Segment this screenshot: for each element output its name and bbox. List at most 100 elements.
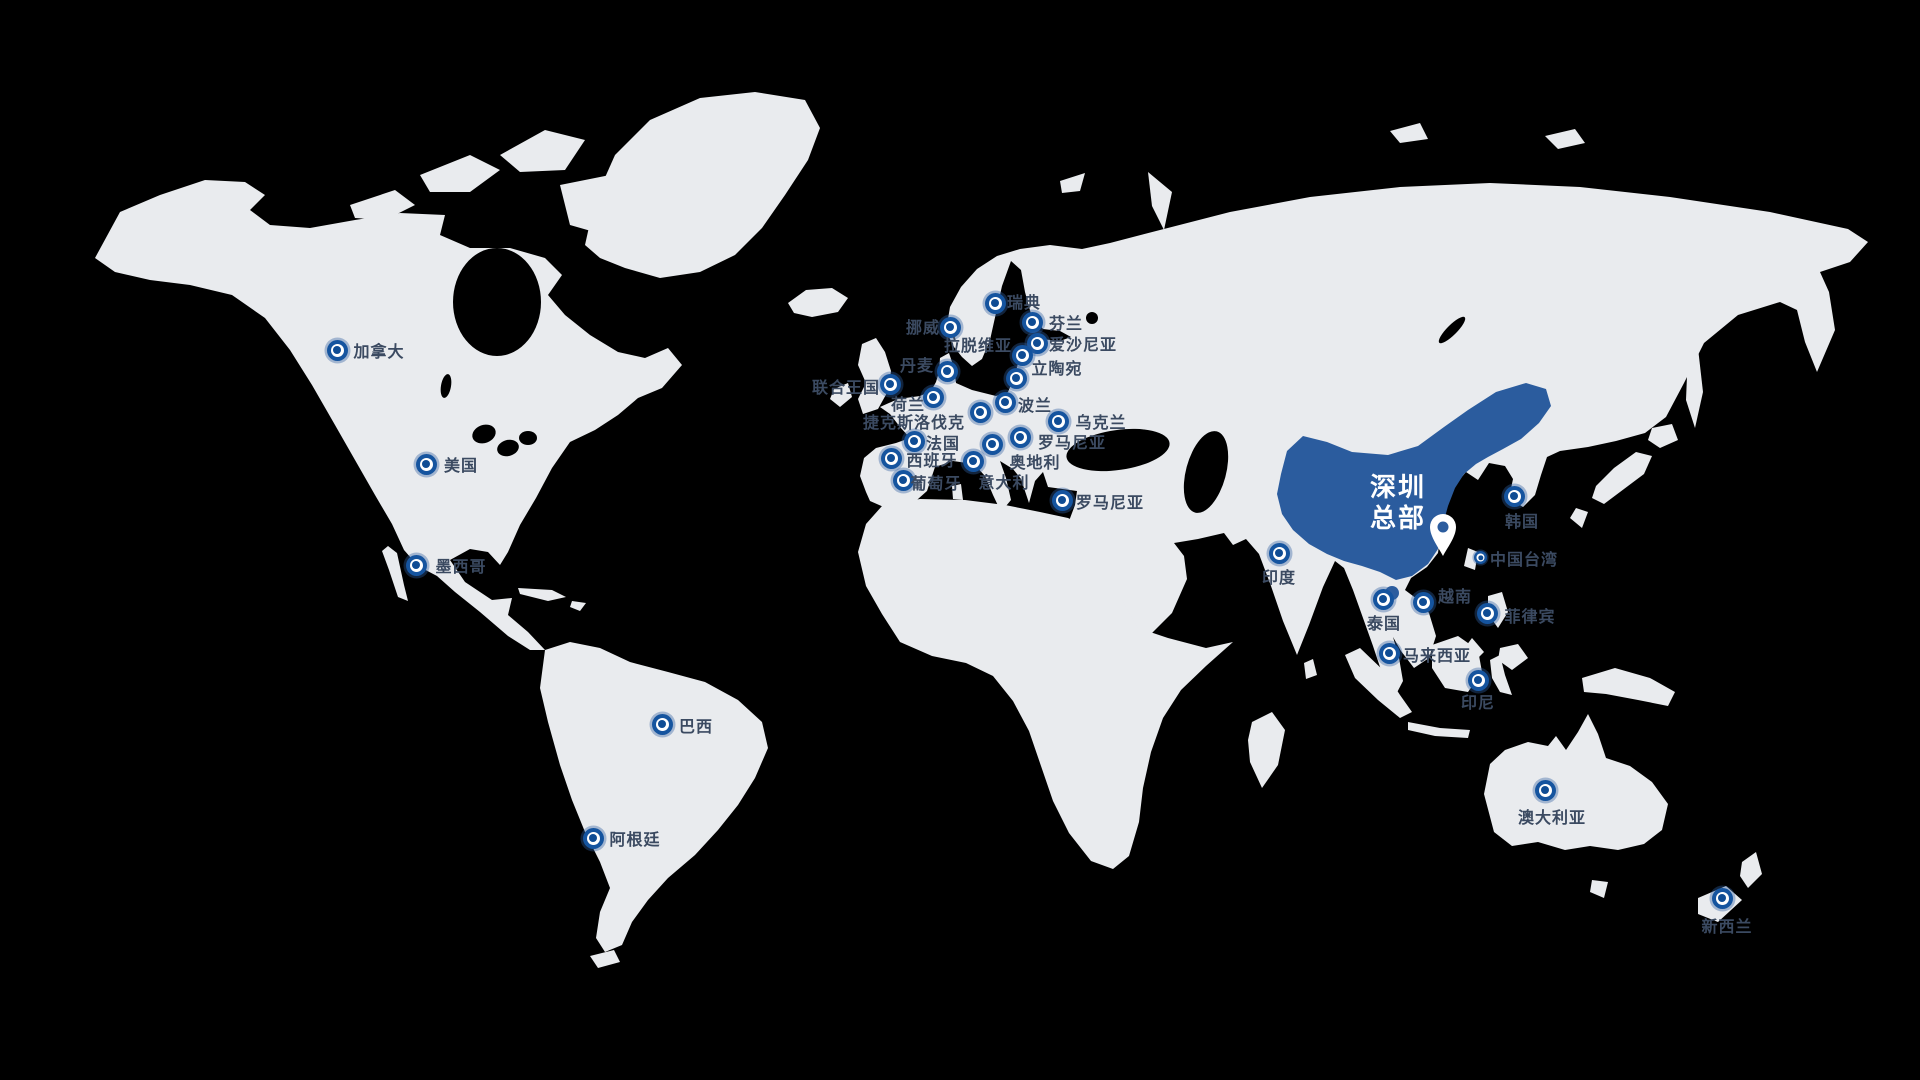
marker-ring-icon (1715, 891, 1729, 905)
label-finland: 芬兰 (1048, 316, 1084, 333)
marker-ring-icon (1416, 595, 1430, 609)
marker-ring-icon (884, 451, 898, 465)
marker-ring-icon (1030, 336, 1044, 350)
marker-poland[interactable] (994, 391, 1016, 413)
marker-dot-icon (1275, 549, 1283, 557)
marker-dot-icon (991, 299, 999, 307)
marker-dot-icon (1510, 492, 1518, 500)
marker-france[interactable] (903, 430, 925, 452)
marker-new-zealand[interactable] (1711, 887, 1733, 909)
marker-dot-icon (1474, 676, 1482, 684)
marker-denmark[interactable] (936, 360, 958, 382)
marker-korea[interactable] (1503, 485, 1525, 507)
label-spain: 西班牙 (906, 453, 958, 470)
label-thailand: 泰国 (1366, 616, 1402, 633)
marker-lithuania[interactable] (1005, 367, 1027, 389)
marker-canada[interactable] (326, 339, 348, 361)
hq-label-line1: 深圳 (1369, 472, 1427, 502)
label-canada: 加拿大 (353, 344, 405, 361)
marker-dot-icon (910, 437, 918, 445)
label-estonia: 爱沙尼亚 (1048, 337, 1118, 354)
marker-ring-icon (1376, 592, 1390, 606)
marker-austria[interactable] (981, 433, 1003, 455)
marker-dot-icon (1033, 339, 1041, 347)
marker-united-kingdom[interactable] (879, 373, 901, 395)
marker-spain[interactable] (880, 447, 902, 469)
marker-ring-icon (1051, 414, 1065, 428)
marker-ring-icon (586, 831, 600, 845)
marker-portugal[interactable] (892, 469, 914, 491)
marker-romania[interactable] (1051, 489, 1073, 511)
label-philippines: 菲律宾 (1504, 609, 1556, 626)
marker-latvia[interactable] (1011, 344, 1033, 366)
marker-brazil[interactable] (651, 713, 673, 735)
marker-ring-icon (330, 343, 344, 357)
marker-ring-icon (896, 473, 910, 487)
label-latvia: 拉脱维亚 (943, 338, 1013, 355)
marker-thailand[interactable] (1372, 588, 1394, 610)
marker-dot-icon (1001, 398, 1009, 406)
marker-finland[interactable] (1021, 311, 1043, 333)
marker-italy[interactable] (962, 450, 984, 472)
marker-dot-icon (1028, 318, 1036, 326)
marker-dot-icon (1018, 351, 1026, 359)
marker-dot-icon (943, 367, 951, 375)
marker-ring-icon (926, 390, 940, 404)
label-korea: 韩国 (1504, 514, 1540, 531)
marker-argentina[interactable] (582, 827, 604, 849)
marker-sweden[interactable] (984, 292, 1006, 314)
label-norway: 挪威 (905, 320, 941, 337)
marker-dot-icon (929, 393, 937, 401)
marker-ring-icon (419, 457, 433, 471)
label-united-kingdom: 联合王国 (811, 380, 881, 397)
marker-ukraine[interactable] (1047, 410, 1069, 432)
marker-ring-icon (1538, 783, 1552, 797)
marker-ring-icon (1015, 348, 1029, 362)
hq-location-pin-icon[interactable] (1427, 513, 1459, 557)
label-austria: 奥地利 (1009, 455, 1061, 472)
marker-dot-icon (887, 454, 895, 462)
inland-seas (440, 248, 1466, 513)
marker-dot-icon (1054, 417, 1062, 425)
marker-usa[interactable] (415, 453, 437, 475)
marker-dot-icon (976, 408, 984, 416)
marker-india[interactable] (1268, 542, 1290, 564)
marker-dot-icon (1058, 496, 1066, 504)
label-romania: 罗马尼亚 (1075, 495, 1145, 512)
marker-mexico[interactable] (405, 554, 427, 576)
marker-indonesia[interactable] (1467, 669, 1489, 691)
label-india: 印度 (1261, 570, 1297, 587)
marker-norway[interactable] (939, 316, 961, 338)
marker-ring-icon (1475, 552, 1485, 562)
marker-dot-icon (422, 460, 430, 468)
marker-australia[interactable] (1534, 779, 1556, 801)
marker-philippines[interactable] (1476, 602, 1498, 624)
marker-netherlands[interactable] (922, 386, 944, 408)
label-australia: 澳大利亚 (1517, 810, 1587, 827)
marker-dot-icon (1379, 595, 1387, 603)
label-indonesia: 印尼 (1460, 695, 1496, 712)
label-argentina: 阿根廷 (609, 832, 661, 849)
marker-ring-icon (883, 377, 897, 391)
marker-czechoslovakia[interactable] (969, 401, 991, 423)
marker-ring-icon (1471, 673, 1485, 687)
marker-romania-north[interactable] (1009, 426, 1031, 448)
marker-ring-icon (1507, 489, 1521, 503)
marker-estonia[interactable] (1026, 332, 1048, 354)
marker-taiwan-china[interactable] (1473, 550, 1487, 564)
label-romania-north: 罗马尼亚 (1037, 435, 1107, 452)
marker-malaysia[interactable] (1378, 642, 1400, 664)
marker-dot-icon (412, 561, 420, 569)
marker-ring-icon (1055, 493, 1069, 507)
marker-ring-icon (988, 296, 1002, 310)
marker-ring-icon (940, 364, 954, 378)
marker-ring-icon (1009, 371, 1023, 385)
marker-ring-icon (655, 717, 669, 731)
marker-dot-icon (988, 440, 996, 448)
label-vietnam: 越南 (1437, 589, 1473, 606)
marker-dot-icon (1016, 433, 1024, 441)
marker-vietnam[interactable] (1412, 591, 1434, 613)
